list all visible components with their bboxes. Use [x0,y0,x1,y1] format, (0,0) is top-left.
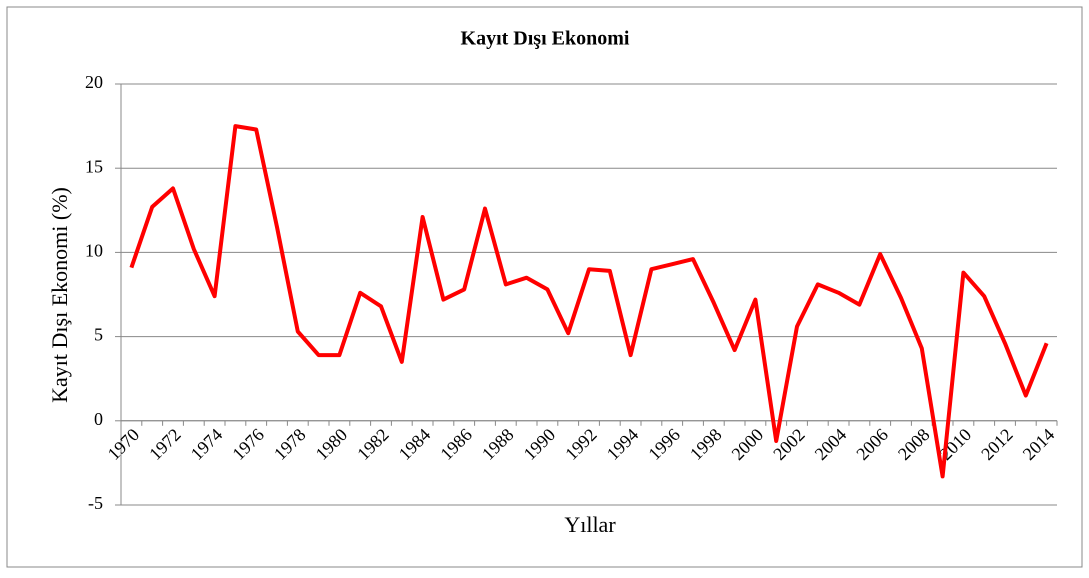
y-tick-label: 20 [85,72,103,92]
x-axis-label: Yıllar [564,512,616,537]
y-axis-label: Kayıt Dışı Ekonomi (%) [47,187,72,403]
x-tick-label: 1984 [395,424,435,464]
y-tick-label: 10 [85,241,103,261]
x-tick-label: 1992 [561,424,601,464]
y-tick-label: 0 [94,409,103,429]
x-tick-label: 2000 [728,424,768,464]
x-tick-label: 2012 [977,424,1017,464]
x-tick-label: 1986 [436,424,476,464]
x-tick-label: 2014 [1019,424,1059,464]
x-tick-label: 1998 [686,424,726,464]
x-tick-label: 1988 [478,424,518,464]
x-tick-label: 1970 [104,424,144,464]
x-tick-label: 1990 [520,424,560,464]
x-tick-label: 2008 [894,424,934,464]
chart-title: Kayıt Dışı Ekonomi [461,28,630,50]
y-tick-label: -5 [88,493,103,513]
x-tick-label: 1972 [145,424,185,464]
x-tick-label: 1996 [644,424,684,464]
x-tick-label: 1994 [603,424,643,464]
x-tick-label: 1978 [270,424,310,464]
x-tick-label: 2006 [852,424,892,464]
x-tick-label: 1982 [353,424,393,464]
y-tick-label: 5 [94,325,103,345]
data-line [129,124,1049,479]
x-tick-label: 2004 [811,424,851,464]
x-tick-label: 1974 [187,424,227,464]
y-tick-label: 15 [85,156,103,176]
x-tick-label: 1980 [312,424,352,464]
x-tick-label: 1976 [228,424,268,464]
chart-frame [6,6,1083,568]
